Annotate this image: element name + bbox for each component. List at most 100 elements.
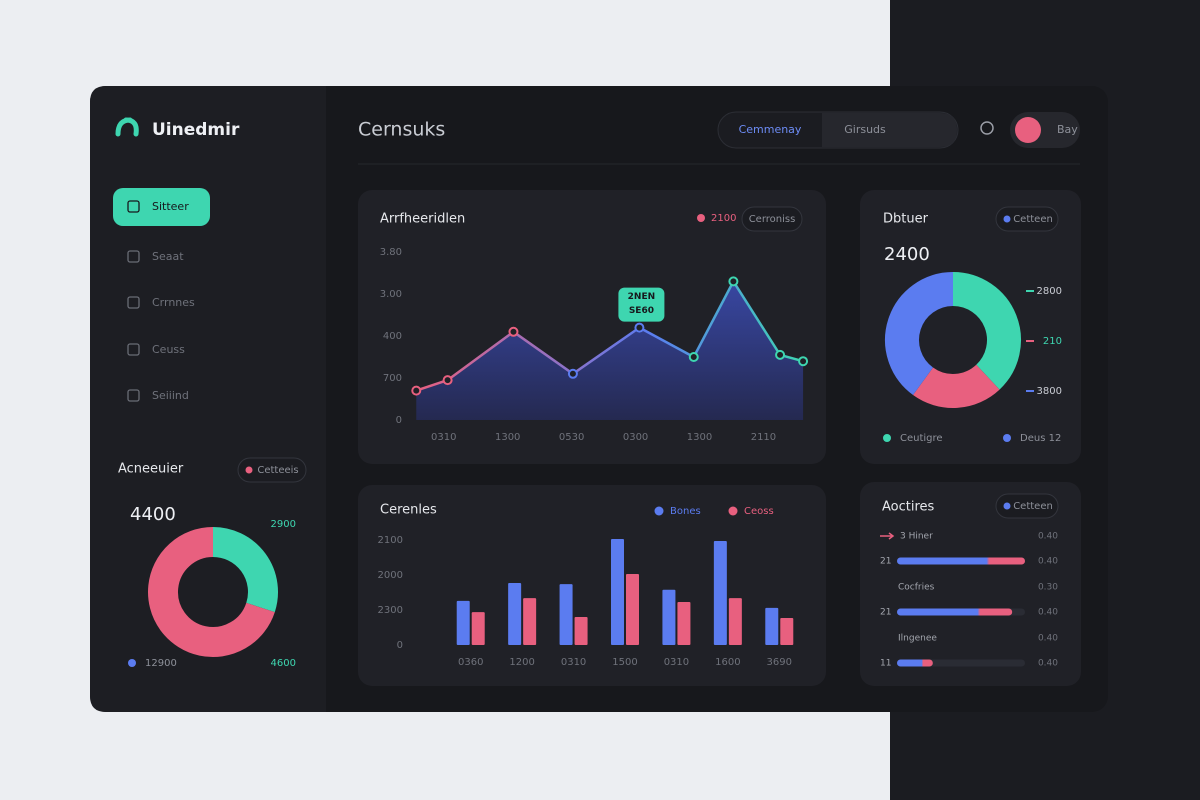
nav-item[interactable]: Seaat xyxy=(152,250,184,263)
legend-dot xyxy=(654,506,664,516)
point xyxy=(775,349,786,360)
nav-item[interactable]: Sitteer xyxy=(152,200,189,213)
row-note: 0.40 xyxy=(1038,659,1058,669)
tab-inactive-bg xyxy=(822,113,957,147)
x-tick-label: 1300 xyxy=(687,432,712,443)
row-note: 0.40 xyxy=(1038,532,1058,542)
nav-item[interactable]: Seiiind xyxy=(152,389,189,402)
x-tick-label: 3690 xyxy=(767,657,792,668)
card-title: Cerenles xyxy=(380,503,437,518)
legend-label: 2100 xyxy=(711,213,736,224)
donut-slice xyxy=(952,272,1021,390)
slice-annotation: 210 xyxy=(1043,336,1062,347)
filter-button[interactable] xyxy=(237,457,307,483)
bar xyxy=(508,583,522,645)
legend-dot xyxy=(697,214,705,222)
nav-active[interactable] xyxy=(113,188,210,226)
bar xyxy=(765,607,779,645)
point xyxy=(798,356,809,367)
y-tick-label: 700 xyxy=(383,373,402,384)
button-label[interactable]: Cetteeis xyxy=(257,465,298,476)
button-label[interactable]: Cetteen xyxy=(1013,501,1053,512)
bar xyxy=(523,598,537,645)
donut-slice xyxy=(913,364,1000,408)
x-tick-label: 1500 xyxy=(612,657,637,668)
button-dot xyxy=(245,466,253,474)
bar xyxy=(780,618,794,645)
card-title: Arrfheeridlen xyxy=(380,212,465,227)
legend-label: Ceutigre xyxy=(900,433,943,444)
slice-annotation: 2800 xyxy=(1037,286,1062,297)
card xyxy=(860,482,1081,686)
nav-icon xyxy=(127,389,140,402)
row-label: 21 xyxy=(880,557,891,567)
y-tick-label: 0 xyxy=(396,415,402,426)
bar xyxy=(677,601,691,645)
y-tick-label: 3.80 xyxy=(380,247,402,258)
x-tick-label: 1200 xyxy=(509,657,534,668)
button-label[interactable]: Cerroniss xyxy=(749,214,796,225)
progress-bar xyxy=(897,659,933,667)
row-note: 0.40 xyxy=(1038,557,1058,567)
row-note: 0.40 xyxy=(1038,608,1058,618)
nav-icon xyxy=(127,200,140,213)
x-tick-label: 0310 xyxy=(664,657,689,668)
legend-label: Ceoss xyxy=(744,506,774,517)
bar xyxy=(728,598,742,645)
bar xyxy=(471,612,485,645)
point xyxy=(442,375,453,386)
row-label: 3 Hiner xyxy=(900,532,933,542)
button-label[interactable]: Cetteen xyxy=(1013,214,1053,225)
x-tick-label: 0300 xyxy=(623,432,648,443)
progress-bar xyxy=(897,557,1025,565)
filter-button[interactable] xyxy=(741,206,803,232)
legend-dot xyxy=(128,659,136,667)
button-dot xyxy=(1003,502,1011,510)
legend-dot xyxy=(1003,434,1011,442)
legend-label: Bones xyxy=(670,506,701,517)
nav-item[interactable]: Crrnnes xyxy=(152,296,195,309)
point xyxy=(508,326,519,337)
row-label: Cocfries xyxy=(898,583,935,593)
x-tick-label: 1600 xyxy=(715,657,740,668)
y-tick-label: 0 xyxy=(397,640,403,651)
row-arrow xyxy=(880,532,895,540)
filter-button[interactable] xyxy=(995,206,1059,232)
avatar xyxy=(1015,117,1041,143)
card-title: Acneeuier xyxy=(118,462,184,477)
user-name: Bay xyxy=(1057,123,1078,136)
nav-item[interactable]: Ceuss xyxy=(152,343,185,356)
point xyxy=(411,385,422,396)
row-note: 0.30 xyxy=(1038,583,1058,593)
donut-slice xyxy=(212,527,278,613)
total-value: 2400 xyxy=(884,244,930,265)
row-note: 0.40 xyxy=(1038,634,1058,644)
progress-bar xyxy=(897,608,1013,616)
sidebar xyxy=(90,86,326,712)
total-value: 4400 xyxy=(130,504,176,525)
legend-label: Deus 12 xyxy=(1020,433,1061,444)
search-button[interactable] xyxy=(980,121,994,135)
tab[interactable]: Cemmenay xyxy=(739,123,802,136)
nav-icon xyxy=(127,250,140,263)
x-tick-label: 2110 xyxy=(751,432,776,443)
x-tick-label: 1300 xyxy=(495,432,520,443)
y-tick-label: 3.00 xyxy=(380,289,402,300)
x-tick-label: 0310 xyxy=(431,432,456,443)
slice-annotation: 4600 xyxy=(271,658,296,669)
point xyxy=(567,368,578,379)
nav-icon xyxy=(127,343,140,356)
tab[interactable]: Girsuds xyxy=(844,123,886,136)
y-tick-label: 2100 xyxy=(378,535,403,546)
filter-button[interactable] xyxy=(995,493,1059,519)
bar xyxy=(662,589,676,645)
area-fill xyxy=(416,281,804,420)
point xyxy=(688,352,699,362)
bar xyxy=(456,600,470,645)
x-tick-label: 0310 xyxy=(561,657,586,668)
legend-label: 12900 xyxy=(145,658,177,669)
bar xyxy=(559,584,573,645)
y-tick-label: 2000 xyxy=(378,570,403,581)
